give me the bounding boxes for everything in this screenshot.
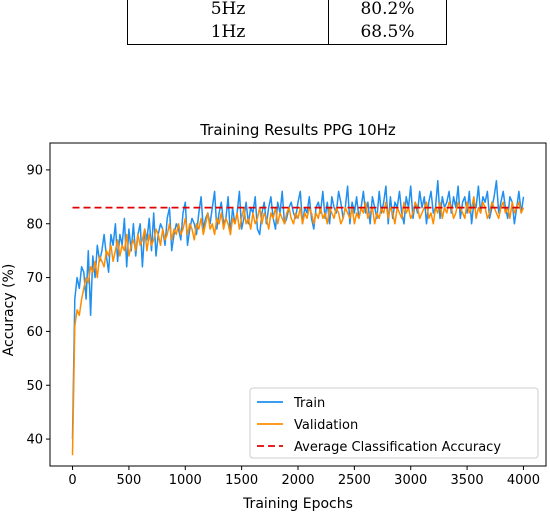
x-tick-label: 1500 [225, 473, 258, 488]
x-tick-label: 500 [116, 473, 141, 488]
table-cell-accuracy: 68.5% [328, 21, 447, 45]
table-cell-accuracy: 80.2% [328, 0, 447, 21]
table-row: 5Hz 80.2% [127, 0, 447, 21]
chart-title: Training Results PPG 10Hz [199, 121, 396, 139]
x-tick-label: 2000 [281, 473, 314, 488]
validation-series-line [71, 196, 525, 456]
y-tick-label: 60 [26, 325, 43, 340]
legend: Train Validation Average Classification Ac… [249, 387, 539, 459]
results-table: 5Hz 80.2% 1Hz 68.5% [127, 0, 447, 45]
x-tick-label: 1000 [169, 473, 202, 488]
y-tick-label: 80 [26, 217, 43, 232]
x-axis-label: Training Epochs [242, 496, 353, 512]
legend-entry: Average Classification Accuracy [294, 440, 501, 455]
legend-frame [249, 387, 539, 459]
y-tick-label: 40 [26, 433, 43, 448]
x-tick-label: 3500 [451, 473, 484, 488]
y-tick-label: 90 [26, 163, 43, 178]
table-cell-rate: 5Hz [127, 0, 329, 21]
train-series-line [71, 179, 525, 440]
y-tick-label: 50 [26, 379, 43, 394]
legend-entry: Validation [294, 418, 358, 433]
legend-entry: Train [293, 396, 325, 411]
x-tick-label: 0 [68, 473, 76, 488]
plot-area: 0 500 1000 1500 2000 2500 3000 3500 4000 40 50 60 70… [26, 142, 547, 488]
x-tick-label: 4000 [507, 473, 540, 488]
y-axis-label: Accuracy (%) [1, 264, 17, 357]
y-tick-label: 70 [26, 271, 43, 286]
x-tick-label: 3000 [394, 473, 427, 488]
x-tick-label: 2500 [338, 473, 371, 488]
table-row: 1Hz 68.5% [127, 21, 447, 45]
table-cell-rate: 1Hz [127, 21, 329, 45]
